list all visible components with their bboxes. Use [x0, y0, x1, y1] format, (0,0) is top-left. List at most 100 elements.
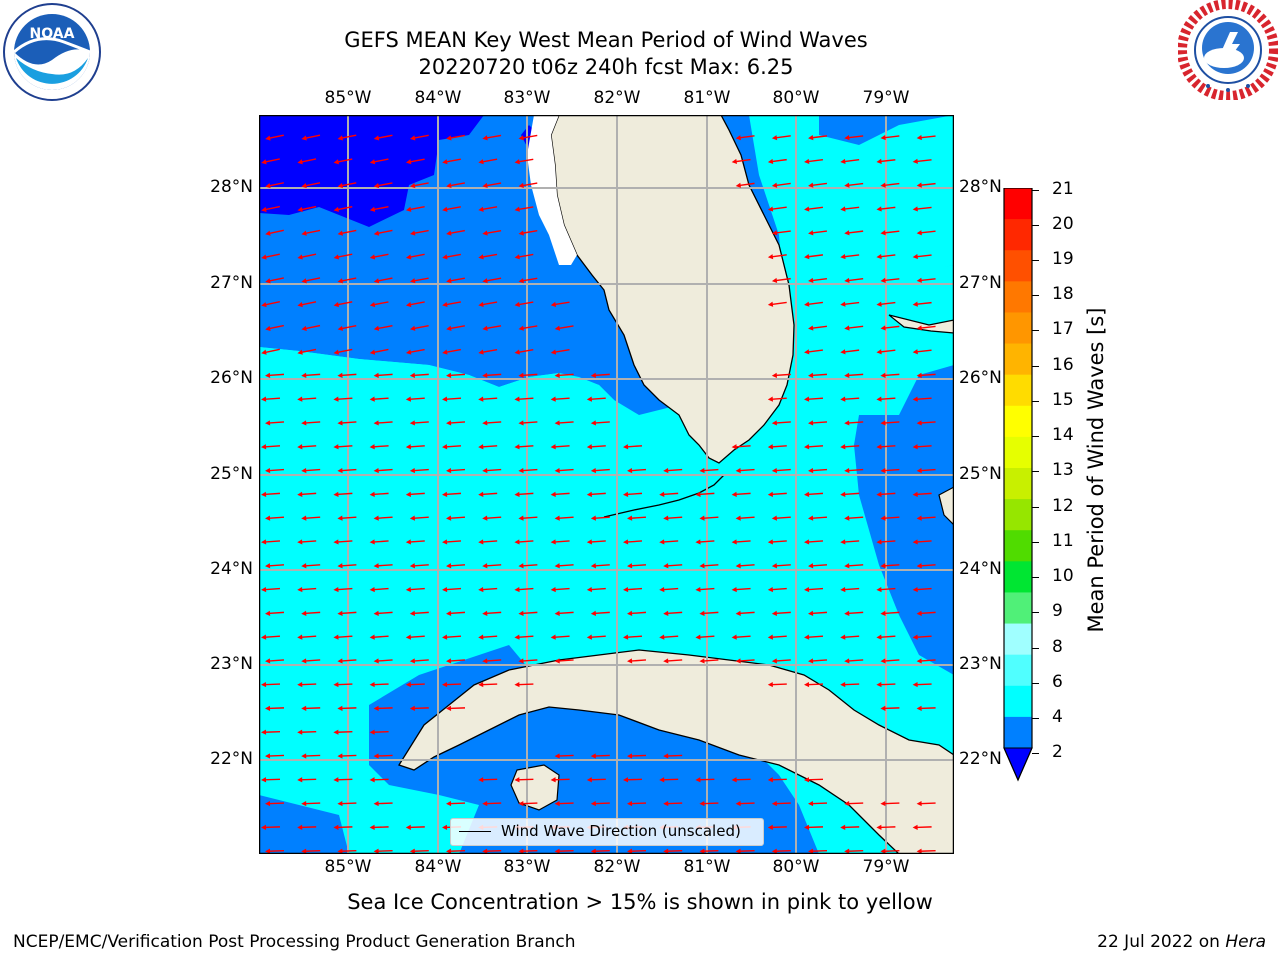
wind-arrow: [876, 634, 896, 640]
wind-arrow: [767, 777, 787, 783]
wind-arrow: [446, 467, 466, 474]
wind-arrow: [446, 515, 466, 521]
wind-arrow: [482, 372, 502, 378]
wind-arrow: [442, 681, 462, 688]
lon-label-bottom: 79°W: [862, 857, 910, 877]
wind-arrow: [695, 491, 715, 497]
wind-arrow: [446, 134, 465, 141]
wind-arrow: [912, 539, 932, 545]
wind-arrow: [627, 658, 647, 664]
wind-arrow: [265, 800, 285, 807]
wind-arrow: [876, 158, 896, 164]
wind-arrow: [550, 396, 570, 402]
wind-arrow: [478, 444, 498, 450]
lat-label-left: 24°N: [210, 559, 253, 579]
colorbar-tick-label: 10: [1052, 566, 1074, 586]
wind-arrow: [840, 301, 860, 307]
wind-arrow: [590, 467, 610, 474]
wind-arrow: [373, 277, 393, 284]
wind-arrow: [876, 301, 896, 307]
lat-label-left: 22°N: [210, 749, 253, 769]
wind-arrow: [369, 777, 389, 783]
wind-arrow: [514, 586, 534, 593]
wind-arrow: [840, 444, 860, 450]
wind-arrow: [767, 634, 787, 640]
wind-arrow: [699, 610, 719, 616]
wind-arrow: [337, 705, 357, 711]
wind-arrow: [771, 182, 791, 188]
wind-arrow: [446, 705, 466, 711]
wind-arrow: [261, 586, 281, 593]
wind-arrow: [373, 610, 393, 616]
wind-arrow: [514, 253, 534, 260]
contour-2-4s-bahamas: [854, 365, 954, 675]
wind-arrow: [261, 777, 281, 783]
wind-arrow: [735, 848, 755, 854]
wind-arrow: [446, 277, 465, 284]
wind-arrow: [405, 158, 425, 165]
wind-arrow: [663, 467, 683, 474]
colorbar-segment: [1004, 219, 1032, 251]
wind-arrow: [767, 586, 787, 593]
wind-arrow: [912, 634, 932, 640]
wind-arrow: [880, 134, 900, 141]
wind-arrow: [337, 229, 357, 236]
wind-arrow: [695, 634, 715, 640]
wind-arrow: [771, 658, 791, 664]
wind-arrow: [767, 681, 787, 688]
wind-arrow: [261, 681, 281, 688]
colorbar-tick-mark: [1032, 718, 1039, 719]
wind-arrow: [627, 848, 647, 854]
wind-arrow: [301, 800, 321, 807]
wind-arrow: [844, 467, 864, 474]
wind-arrow: [478, 491, 498, 497]
colorbar-tick-mark: [1032, 295, 1039, 296]
wind-arrow: [514, 539, 534, 545]
wind-arrow: [590, 515, 610, 521]
wind-arrow: [627, 610, 647, 616]
wind-arrow: [518, 420, 538, 426]
wind-arrow: [369, 444, 389, 450]
wind-arrow: [409, 372, 429, 378]
wind-arrow: [333, 681, 353, 688]
wind-arrow: [409, 563, 429, 569]
wind-arrow: [844, 230, 864, 236]
wind-arrow: [373, 134, 393, 141]
wind-arrow: [518, 800, 538, 807]
wind-arrow: [808, 610, 828, 616]
wind-arrow: [478, 206, 498, 212]
wind-arrow: [373, 325, 393, 331]
lon-label-bottom: 80°W: [772, 857, 820, 877]
colorbar-tick-mark: [1032, 190, 1039, 191]
wind-arrow: [586, 586, 606, 593]
wind-arrow: [808, 420, 828, 426]
wind-arrow: [840, 634, 860, 640]
wind-arrow: [586, 539, 606, 545]
wind-arrow: [876, 396, 896, 402]
wind-arrow: [446, 563, 466, 569]
wind-arrow: [446, 658, 466, 664]
wind-arrow: [373, 229, 393, 236]
colorbar-tick-label: 8: [1052, 637, 1063, 657]
wind-arrow: [405, 824, 425, 830]
lon-label-bottom: 82°W: [593, 857, 641, 877]
wind-arrow: [265, 705, 285, 711]
lon-label-top: 79°W: [862, 88, 910, 108]
wind-arrow: [265, 134, 284, 141]
lat-label-left: 28°N: [210, 177, 253, 197]
colorbar-tick-label: 14: [1052, 425, 1074, 445]
wind-arrow: [912, 253, 932, 260]
wind-arrow: [808, 800, 828, 807]
wind-arrow: [663, 753, 683, 759]
wind-arrow: [590, 372, 610, 378]
wind-arrow: [876, 491, 896, 497]
wind-arrow: [333, 205, 353, 212]
wind-arrow: [880, 610, 900, 616]
wind-arrow: [767, 396, 787, 402]
wind-arrow: [261, 634, 281, 640]
wind-arrow: [876, 253, 896, 260]
wind-arrow: [478, 681, 498, 688]
wind-arrow: [518, 515, 538, 521]
lon-label-top: 83°W: [503, 88, 551, 108]
wind-arrow: [514, 777, 534, 783]
